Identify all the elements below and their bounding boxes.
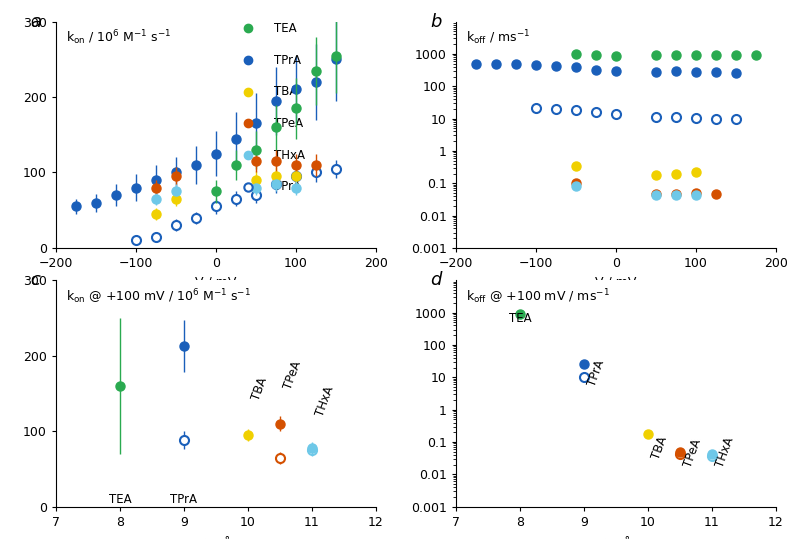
Text: k$_{\mathregular{on}}$ / 10$^6$ M$^{-1}$ s$^{-1}$: k$_{\mathregular{on}}$ / 10$^6$ M$^{-1}$… [66,29,171,47]
Text: k$_{\mathregular{off}}$ / ms$^{-1}$: k$_{\mathregular{off}}$ / ms$^{-1}$ [466,29,530,47]
Text: TBA: TBA [274,85,297,98]
Text: TPrA: TPrA [274,53,301,66]
Text: k$_{\mathregular{off}}$ @ +100 mV / ms$^{-1}$: k$_{\mathregular{off}}$ @ +100 mV / ms$^… [466,287,610,306]
X-axis label: $\varnothing$ / Å: $\varnothing$ / Å [599,534,633,539]
Text: TEA: TEA [274,22,296,35]
Text: c: c [30,271,40,289]
Text: TEA: TEA [109,493,131,506]
Text: k$_{\mathregular{on}}$ @ +100 mV / 10$^6$ M$^{-1}$ s$^{-1}$: k$_{\mathregular{on}}$ @ +100 mV / 10$^6… [66,287,250,306]
X-axis label: V / mV: V / mV [195,275,237,288]
Text: TPrA: TPrA [586,358,606,389]
Text: THxA: THxA [274,149,305,162]
Text: TEA: TEA [509,313,531,326]
X-axis label: V / mV: V / mV [595,275,637,288]
Text: a: a [30,12,42,31]
Text: b: b [430,12,442,31]
Text: TPeA: TPeA [274,117,302,130]
Text: THxA: THxA [314,384,336,418]
Text: TPrA: TPrA [170,493,198,506]
Text: TPrA: TPrA [274,181,301,194]
Text: THxA: THxA [714,435,736,468]
X-axis label: $\varnothing$ / Å: $\varnothing$ / Å [199,534,233,539]
Text: d: d [430,271,442,289]
Text: TPeA: TPeA [282,360,303,391]
Text: TPeA: TPeA [682,437,703,468]
Text: TBA: TBA [650,435,670,461]
Text: TBA: TBA [250,376,270,403]
